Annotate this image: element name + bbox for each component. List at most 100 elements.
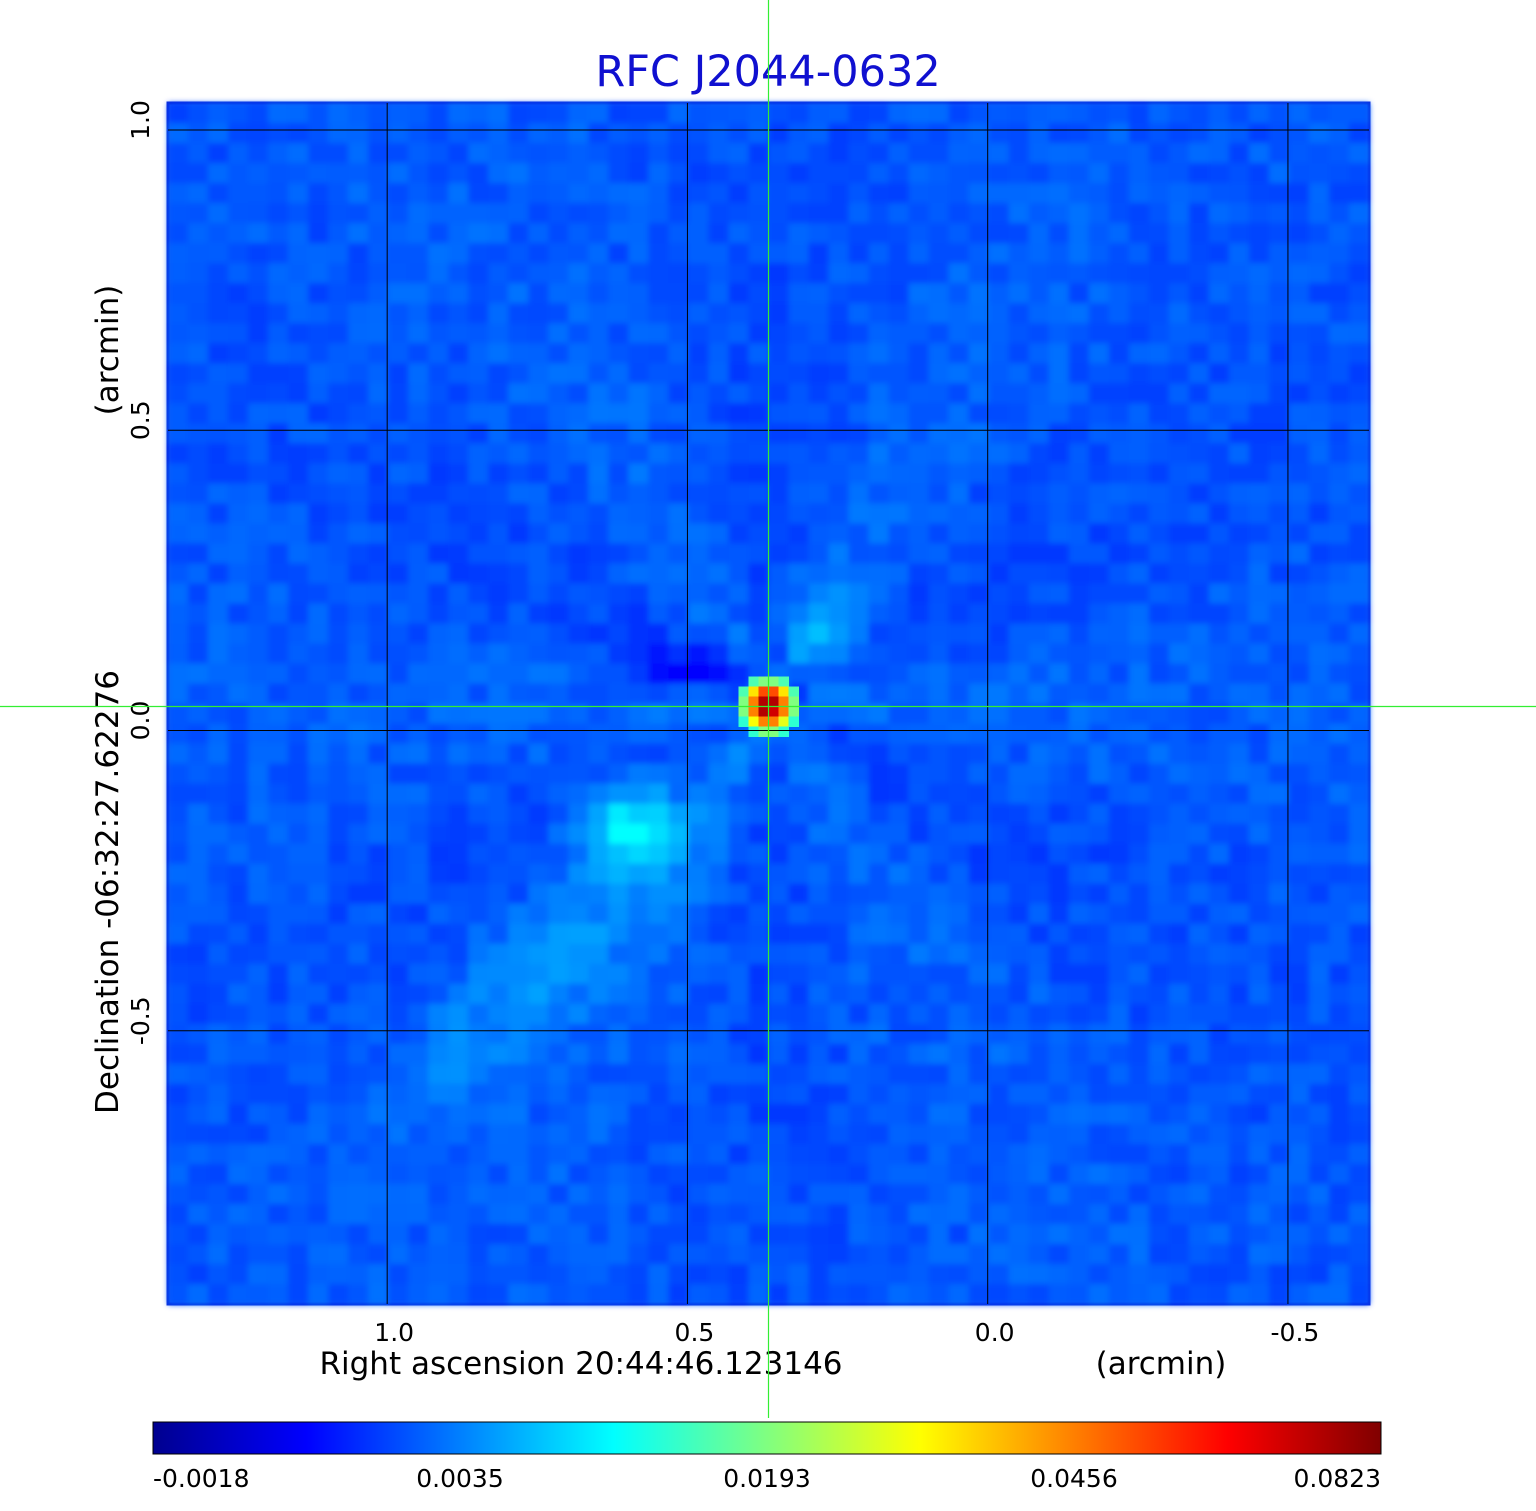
map-pixel — [428, 1023, 449, 1045]
map-pixel — [268, 503, 289, 524]
map-pixel — [948, 743, 970, 765]
map-pixel — [1068, 243, 1090, 264]
map-pixel — [488, 983, 509, 1005]
map-pixel — [1248, 263, 1270, 284]
map-pixel — [1288, 543, 1310, 564]
map-pixel — [328, 1003, 349, 1025]
map-pixel — [1088, 983, 1110, 1005]
map-pixel — [1008, 523, 1030, 544]
map-pixel — [828, 623, 850, 645]
map-pixel — [808, 543, 830, 564]
map-pixel — [1028, 283, 1050, 304]
map-pixel — [688, 203, 710, 224]
map-pixel — [988, 323, 1010, 344]
map-pixel — [268, 1103, 289, 1125]
map-pixel — [528, 483, 549, 504]
map-pixel — [228, 803, 249, 825]
map-pixel — [868, 623, 890, 645]
map-pixel — [368, 983, 389, 1005]
map-pixel — [928, 403, 950, 424]
map-pixel — [408, 883, 429, 905]
map-pixel — [388, 1103, 409, 1125]
map-pixel — [928, 383, 950, 404]
map-pixel — [1008, 1203, 1030, 1225]
map-pixel — [888, 1003, 910, 1025]
map-pixel — [848, 903, 870, 925]
map-pixel — [1048, 483, 1070, 504]
map-pixel — [548, 403, 569, 424]
map-pixel — [288, 963, 309, 985]
map-pixel — [668, 903, 690, 925]
map-pixel — [1328, 363, 1350, 384]
map-pixel — [1088, 1083, 1110, 1105]
map-pixel — [508, 523, 529, 544]
map-pixel — [348, 743, 369, 765]
map-pixel — [888, 1143, 910, 1165]
map-pixel — [708, 183, 730, 204]
map-pixel — [248, 983, 269, 1005]
map-pixel — [308, 683, 329, 705]
map-pixel — [328, 883, 349, 905]
map-pixel — [1188, 783, 1210, 805]
map-pixel — [1168, 1043, 1190, 1065]
map-pixel — [1228, 503, 1250, 524]
map-pixel — [408, 423, 429, 444]
map-pixel — [1308, 123, 1330, 144]
map-pixel — [568, 823, 589, 845]
map-pixel — [608, 143, 629, 164]
map-pixel — [628, 523, 649, 544]
map-pixel — [748, 943, 770, 965]
map-pixel — [808, 463, 830, 484]
map-pixel — [668, 1183, 690, 1205]
map-pixel — [868, 1023, 890, 1045]
map-pixel — [1208, 543, 1230, 564]
map-pixel — [1248, 683, 1270, 705]
map-pixel — [988, 463, 1010, 484]
map-pixel — [408, 1203, 429, 1225]
map-pixel — [1268, 1243, 1290, 1265]
map-pixel — [508, 303, 529, 324]
map-pixel — [948, 803, 970, 825]
map-pixel — [668, 1103, 690, 1125]
map-pixel — [508, 163, 529, 184]
map-pixel — [648, 1123, 670, 1145]
map-pixel — [568, 1103, 589, 1125]
map-pixel — [648, 103, 670, 124]
map-pixel — [268, 303, 289, 324]
map-pixel — [688, 503, 710, 524]
map-pixel — [668, 503, 690, 524]
map-pixel — [908, 123, 930, 144]
map-pixel — [1248, 1043, 1270, 1065]
map-pixel — [988, 1243, 1010, 1265]
map-pixel — [288, 803, 309, 825]
map-pixel — [268, 683, 289, 705]
map-pixel — [1328, 823, 1350, 845]
map-pixel — [808, 1183, 830, 1205]
map-pixel — [1288, 603, 1310, 625]
map-pixel — [788, 1203, 810, 1225]
map-pixel — [408, 1283, 429, 1305]
map-pixel — [1108, 743, 1130, 765]
map-pixel — [848, 403, 870, 424]
map-pixel — [428, 383, 449, 404]
map-pixel — [708, 623, 730, 645]
map-pixel — [768, 1003, 790, 1025]
map-pixel — [808, 1283, 830, 1305]
map-pixel — [188, 603, 209, 625]
map-pixel — [988, 843, 1010, 865]
map-pixel — [788, 243, 810, 264]
map-pixel — [548, 623, 569, 645]
map-pixel — [1068, 943, 1090, 965]
map-pixel — [1128, 483, 1150, 504]
map-pixel — [428, 863, 449, 885]
map-pixel — [648, 123, 670, 144]
map-pixel — [1028, 703, 1050, 725]
map-pixel — [568, 783, 589, 805]
map-pixel — [1288, 183, 1310, 204]
map-pixel — [208, 1063, 229, 1085]
map-pixel — [1308, 923, 1330, 945]
map-pixel — [808, 663, 830, 685]
map-pixel — [488, 763, 509, 785]
map-pixel — [368, 843, 389, 865]
map-pixel — [308, 923, 329, 945]
